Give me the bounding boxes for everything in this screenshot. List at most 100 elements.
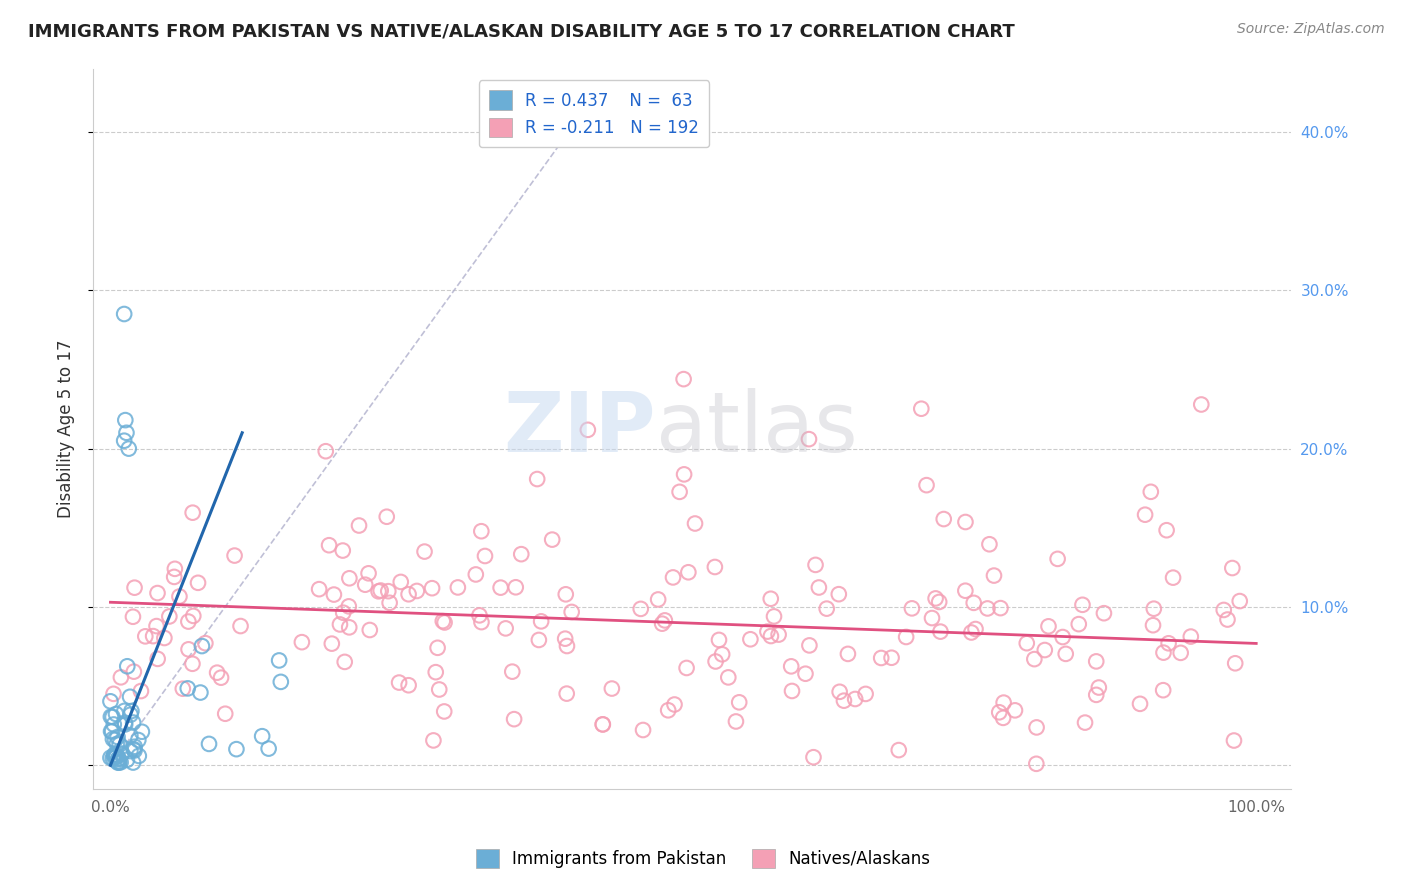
Point [110,747,132,762]
Point [759,591,782,606]
Point [1071,598,1094,612]
Point [333,655,356,669]
Point [122,609,145,624]
Point [433,705,456,719]
Point [1216,613,1239,627]
Point [122,742,145,756]
Legend: Immigrants from Pakistan, Natives/Alaskans: Immigrants from Pakistan, Natives/Alaska… [470,842,936,875]
Point [468,608,491,623]
Point [1067,617,1090,632]
Point [910,401,932,416]
Point [100,750,122,764]
Point [988,706,1011,720]
Point [329,617,352,632]
Point [828,587,851,601]
Point [837,647,859,661]
Point [965,622,987,636]
Point [432,614,454,628]
Point [495,621,517,635]
Point [630,602,652,616]
Point [1085,688,1108,702]
Point [1153,646,1175,660]
Text: atlas: atlas [657,388,858,469]
Point [433,615,456,630]
Point [1052,630,1074,644]
Point [1139,484,1161,499]
Point [1142,618,1164,632]
Point [979,537,1001,551]
Point [976,601,998,615]
Point [337,571,360,585]
Point [129,684,152,698]
Point [541,533,564,547]
Point [763,609,786,624]
Point [122,756,145,770]
Point [332,543,354,558]
Point [163,570,186,584]
Point [172,681,194,696]
Point [1152,683,1174,698]
Point [1156,523,1178,537]
Point [337,620,360,634]
Point [315,444,337,458]
Point [104,749,127,764]
Point [115,753,138,767]
Point [799,639,821,653]
Point [181,657,204,671]
Point [229,619,252,633]
Point [108,756,131,770]
Point [844,692,866,706]
Point [107,730,129,744]
Point [707,632,730,647]
Point [1212,603,1234,617]
Point [105,750,128,764]
Point [464,567,486,582]
Point [1143,601,1166,615]
Point [530,615,553,629]
Point [1092,606,1115,620]
Point [704,655,727,669]
Point [759,629,782,643]
Point [354,578,377,592]
Point [413,544,436,558]
Point [124,581,146,595]
Point [146,586,169,600]
Point [110,756,132,770]
Point [120,728,142,742]
Text: Source: ZipAtlas.com: Source: ZipAtlas.com [1237,22,1385,37]
Point [398,678,420,692]
Point [122,715,145,730]
Point [554,587,576,601]
Point [740,632,762,647]
Point [929,624,952,639]
Point [990,601,1012,615]
Y-axis label: Disability Age 5 to 17: Disability Age 5 to 17 [58,340,75,518]
Point [388,675,411,690]
Point [955,583,977,598]
Point [291,635,314,649]
Point [112,704,135,718]
Point [124,743,146,757]
Point [134,629,156,643]
Point [224,549,246,563]
Point [270,674,292,689]
Point [1161,571,1184,585]
Point [555,687,578,701]
Point [803,750,825,764]
Point [963,596,986,610]
Point [103,749,125,764]
Point [576,423,599,437]
Point [370,583,392,598]
Point [405,584,427,599]
Point [181,506,204,520]
Point [250,729,273,743]
Point [103,747,125,762]
Point [375,509,398,524]
Point [105,706,128,721]
Point [797,432,820,446]
Point [187,575,209,590]
Point [422,733,444,747]
Point [337,599,360,614]
Point [673,467,696,482]
Point [103,717,125,731]
